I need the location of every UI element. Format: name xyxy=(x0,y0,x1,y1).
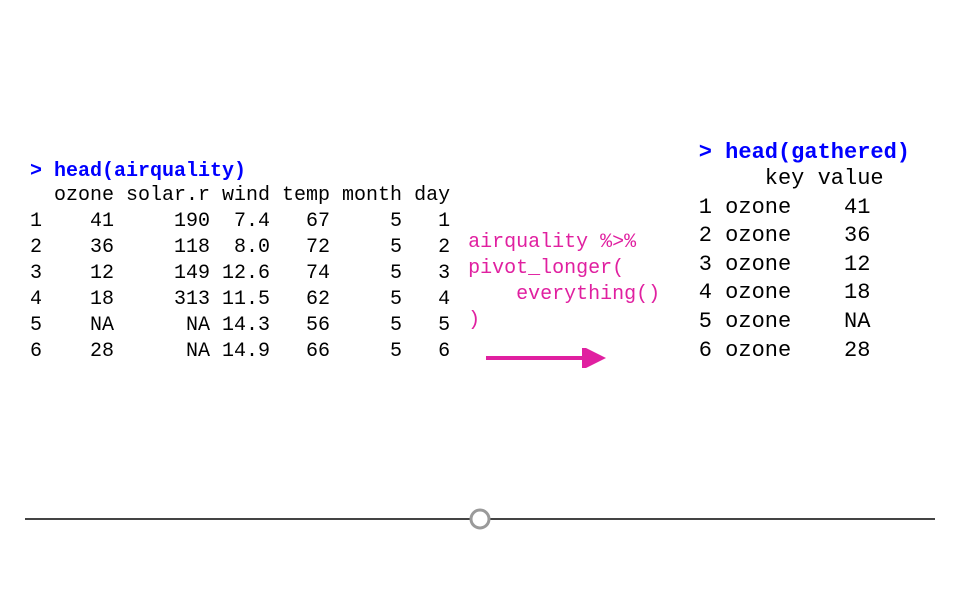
table-row: 3 12 149 12.6 74 5 3 xyxy=(30,261,450,287)
right-prompt: > head(gathered) xyxy=(699,140,910,165)
table-row: 5 NA NA 14.3 56 5 5 xyxy=(30,313,450,339)
table-row: 4 18 313 11.5 62 5 4 xyxy=(30,287,450,313)
table-row: 4 ozone 18 xyxy=(699,279,910,308)
slide-divider xyxy=(25,508,935,530)
table-row: 6 ozone 28 xyxy=(699,337,910,366)
code-line-2: pivot_longer( xyxy=(468,256,660,282)
table-row: 6 28 NA 14.9 66 5 6 xyxy=(30,339,450,365)
table-row: 2 36 118 8.0 72 5 2 xyxy=(30,235,450,261)
left-console-block: > head(airquality) ozone solar.r wind te… xyxy=(30,160,450,365)
right-table-header: key value xyxy=(699,165,910,194)
code-line-4: ) xyxy=(468,308,660,334)
code-line-3: everything() xyxy=(468,282,660,308)
table-row: 1 ozone 41 xyxy=(699,194,910,223)
left-prompt: > head(airquality) xyxy=(30,160,450,183)
arrow-icon xyxy=(484,348,660,373)
left-table-rows: 1 41 190 7.4 67 5 12 36 118 8.0 72 5 23 … xyxy=(30,209,450,365)
diagram-content: > head(airquality) ozone solar.r wind te… xyxy=(30,160,930,373)
table-row: 5 ozone NA xyxy=(699,308,910,337)
right-table-rows: 1 ozone 412 ozone 363 ozone 124 ozone 18… xyxy=(699,194,910,366)
code-annotation: airquality %>% pivot_longer( everything(… xyxy=(468,230,660,373)
table-row: 2 ozone 36 xyxy=(699,222,910,251)
table-row: 1 41 190 7.4 67 5 1 xyxy=(30,209,450,235)
table-row: 3 ozone 12 xyxy=(699,251,910,280)
right-console-block: > head(gathered) key value 1 ozone 412 o… xyxy=(699,140,910,365)
code-line-1: airquality %>% xyxy=(468,230,660,256)
left-table-header: ozone solar.r wind temp month day xyxy=(30,183,450,209)
